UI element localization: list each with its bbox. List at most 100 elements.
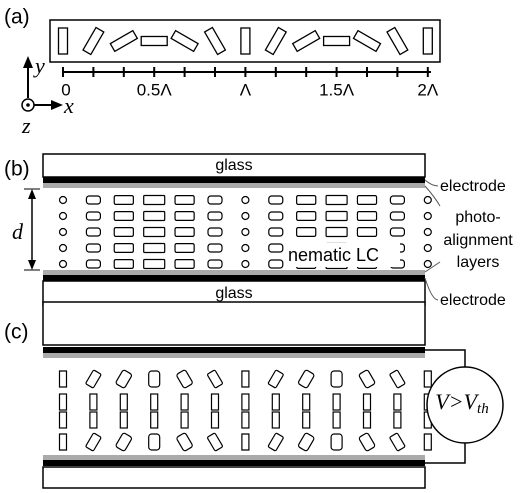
lc-molecule bbox=[298, 432, 315, 452]
glass-label: glass bbox=[215, 157, 252, 174]
z-axis-label: z bbox=[21, 113, 31, 138]
lc-molecule bbox=[180, 411, 189, 429]
lc-molecule bbox=[271, 411, 280, 429]
lc-rod bbox=[82, 26, 105, 56]
lc-molecule bbox=[325, 210, 348, 222]
layer-label: alignment bbox=[443, 232, 513, 249]
lc-molecule bbox=[356, 227, 378, 237]
lc-molecule bbox=[356, 195, 378, 205]
lc-molecule bbox=[393, 411, 402, 429]
lc-molecule bbox=[119, 411, 128, 429]
lc-molecule bbox=[268, 227, 284, 237]
lc-molecule bbox=[174, 195, 195, 205]
lc-rod bbox=[109, 29, 139, 53]
lc-molecule bbox=[207, 259, 223, 269]
lc-molecule bbox=[58, 227, 68, 237]
lc-molecule bbox=[85, 227, 102, 237]
lc-molecule bbox=[119, 393, 128, 411]
y-axis-label: y bbox=[33, 53, 45, 78]
lc-molecule bbox=[85, 195, 102, 205]
lc-molecule bbox=[267, 432, 284, 452]
lc-molecule bbox=[113, 211, 134, 221]
lc-molecule bbox=[85, 432, 102, 452]
lc-molecule bbox=[210, 393, 220, 411]
lc-molecule bbox=[296, 227, 317, 237]
lc-molecule bbox=[176, 432, 193, 452]
layer-label: photo- bbox=[455, 209, 500, 226]
lc-molecule bbox=[423, 433, 432, 451]
lc-molecule bbox=[358, 369, 376, 389]
lc-molecule bbox=[174, 227, 195, 237]
layer-label: layers bbox=[457, 254, 500, 271]
electrode bbox=[43, 177, 425, 183]
lc-molecule bbox=[180, 393, 189, 411]
leader bbox=[424, 179, 439, 187]
lc-rod bbox=[140, 35, 168, 47]
electrode bbox=[43, 460, 425, 466]
lc-molecule bbox=[85, 369, 102, 389]
lc-molecule bbox=[174, 259, 195, 269]
lc-molecule bbox=[89, 393, 98, 411]
tick-label: 1.5Λ bbox=[319, 80, 355, 99]
lc-molecule bbox=[362, 393, 372, 411]
lc-molecule bbox=[143, 258, 166, 270]
lc-molecule bbox=[207, 227, 223, 237]
alignment-layer bbox=[43, 455, 425, 460]
lc-molecule bbox=[207, 211, 223, 221]
panel-label: (c) bbox=[4, 321, 29, 344]
glass bbox=[42, 301, 426, 346]
lc-molecule bbox=[389, 432, 406, 452]
tick-labels: 0 0.5Λ Λ 1.5Λ 2Λ bbox=[61, 67, 439, 99]
lc-molecule bbox=[423, 259, 432, 269]
alignment-layer bbox=[43, 353, 425, 358]
lc-molecule bbox=[176, 369, 193, 389]
lc-molecule bbox=[207, 195, 223, 205]
lc-molecule bbox=[389, 211, 405, 221]
leader bbox=[424, 277, 439, 301]
voltage-label: V>Vth bbox=[435, 389, 488, 417]
lc-molecule bbox=[143, 194, 166, 206]
electrode bbox=[43, 347, 425, 353]
lc-molecule bbox=[85, 259, 102, 269]
lc-molecule bbox=[113, 243, 134, 253]
lc-molecule bbox=[207, 432, 223, 452]
lc-molecule bbox=[143, 226, 166, 238]
lc-molecule bbox=[210, 411, 220, 429]
lc-molecule bbox=[389, 227, 405, 237]
thickness-label: d bbox=[12, 219, 24, 244]
tick-label: 0.5Λ bbox=[137, 80, 173, 99]
lc-rod bbox=[203, 26, 227, 56]
pattern-box bbox=[49, 19, 441, 63]
lc-molecule bbox=[423, 227, 432, 237]
lc-rod bbox=[352, 29, 382, 53]
alignment-layer bbox=[43, 270, 425, 275]
lc-molecule bbox=[241, 227, 250, 237]
lc-rod bbox=[57, 27, 69, 55]
lc-molecule bbox=[113, 195, 134, 205]
glass-label: glass bbox=[215, 285, 252, 302]
lc-molecule bbox=[115, 369, 132, 389]
arrowhead bbox=[28, 260, 36, 270]
y-arrowhead bbox=[23, 56, 33, 68]
lc-molecule bbox=[393, 393, 402, 411]
tick-label: 2Λ bbox=[417, 80, 438, 99]
lc-molecule bbox=[85, 211, 102, 221]
lc-molecule bbox=[241, 243, 250, 253]
lc-molecule bbox=[143, 242, 166, 254]
lc-molecule bbox=[362, 411, 372, 429]
leader bbox=[424, 185, 441, 207]
lc-molecule bbox=[241, 393, 250, 411]
alignment-layer bbox=[43, 183, 425, 188]
lc-molecule bbox=[150, 393, 159, 411]
voltage-text: V>V bbox=[435, 389, 479, 414]
electrode-label: electrode bbox=[440, 292, 506, 309]
lc-molecule bbox=[113, 227, 134, 237]
lc-molecule bbox=[150, 411, 159, 429]
x-axis-label: x bbox=[63, 93, 74, 118]
lc-molecule bbox=[423, 211, 432, 221]
x-arrowhead bbox=[51, 100, 63, 110]
lc-molecule bbox=[268, 195, 284, 205]
medium-label: nematic LC bbox=[288, 245, 379, 265]
lc-molecule bbox=[85, 243, 102, 253]
